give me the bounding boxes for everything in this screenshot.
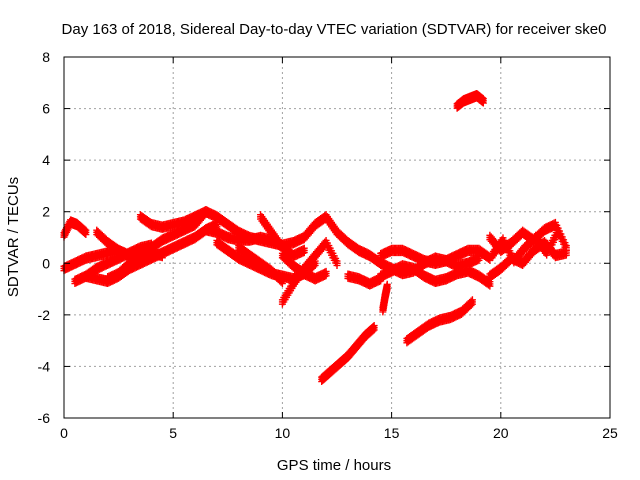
y-tick-label: 2	[42, 204, 50, 220]
x-axis-label: GPS time / hours	[277, 457, 391, 474]
y-tick-label: -4	[38, 358, 51, 374]
x-tick-label: 15	[384, 425, 400, 441]
y-tick-label: 0	[42, 255, 50, 271]
series-arc-4	[71, 239, 155, 288]
y-axis-label: SDTVAR / TECUs	[5, 177, 22, 297]
series-arc-6	[104, 247, 166, 285]
x-tick-label: 0	[60, 425, 68, 441]
chart-title: Day 163 of 2018, Sidereal Day-to-day VTE…	[62, 21, 607, 38]
data-point	[81, 230, 89, 238]
x-tick-label: 25	[602, 425, 618, 441]
x-tick-label: 10	[275, 425, 291, 441]
x-tick-label: 5	[169, 425, 177, 441]
y-tick-label: -6	[38, 410, 51, 426]
y-tick-label: 4	[42, 152, 50, 168]
y-tick-label: -2	[38, 307, 51, 323]
x-tick-label: 20	[493, 425, 509, 441]
data-marks	[60, 89, 570, 386]
y-tick-label: 8	[42, 49, 50, 65]
data-point	[82, 231, 90, 239]
y-tick-label: 6	[42, 101, 50, 117]
data-point	[158, 254, 166, 262]
